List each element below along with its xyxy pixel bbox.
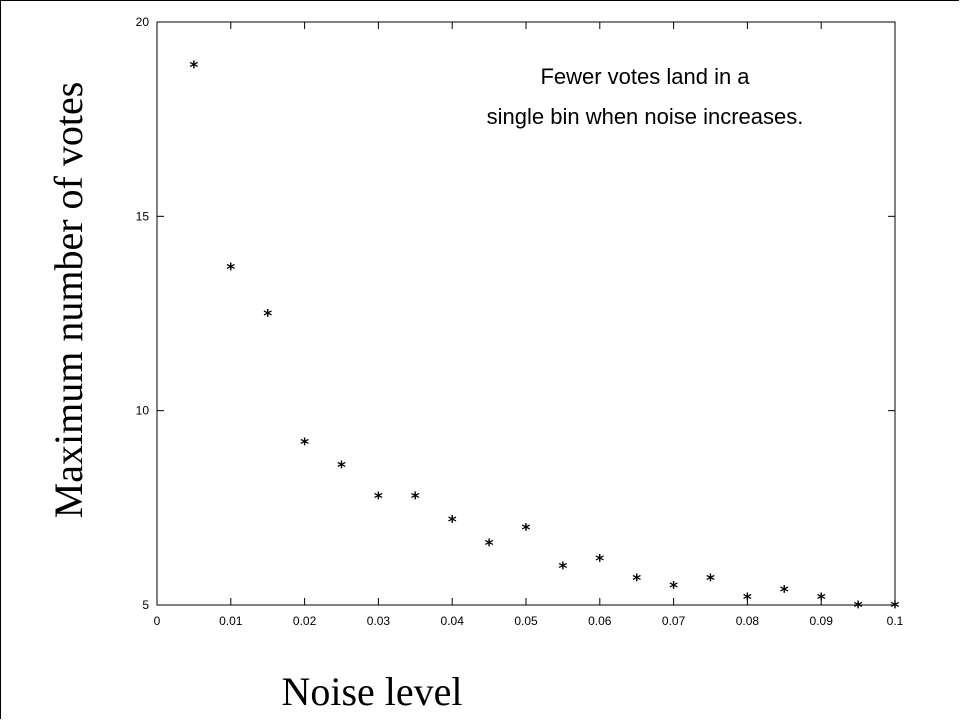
data-point: * xyxy=(595,551,605,571)
data-point: * xyxy=(558,559,568,579)
x-tick-label: 0.01 xyxy=(219,614,243,628)
data-point: * xyxy=(668,579,678,599)
x-tick-label: 0.1 xyxy=(887,614,904,628)
data-points: * * * * * * * * * * * * * * * * * * * * xyxy=(189,58,900,618)
data-point: * xyxy=(226,260,236,280)
x-tick-label: 0.05 xyxy=(514,614,538,628)
y-tick-labels: 5 10 15 20 xyxy=(136,15,150,612)
annotation-line-2: single bin when noise increases. xyxy=(487,104,804,129)
x-tick-label: 0.02 xyxy=(293,614,317,628)
data-point: * xyxy=(779,582,789,602)
y-tick-label: 20 xyxy=(136,15,150,29)
data-point: * xyxy=(484,536,494,556)
data-point: * xyxy=(336,458,346,478)
x-tick-label: 0.08 xyxy=(736,614,760,628)
x-tick-label: 0.09 xyxy=(810,614,834,628)
x-tick-label: 0.03 xyxy=(367,614,391,628)
data-point: * xyxy=(189,58,199,78)
x-tick-label: 0.04 xyxy=(441,614,465,628)
data-point: * xyxy=(373,489,383,509)
y-axis-label: Maximum number of votes xyxy=(46,82,91,519)
x-tick-label: 0 xyxy=(154,614,161,628)
x-axis-label: Noise level xyxy=(281,669,462,714)
data-point: * xyxy=(263,307,273,327)
annotation-line-1: Fewer votes land in a xyxy=(540,64,750,89)
data-point: * xyxy=(632,571,642,591)
data-point: * xyxy=(853,598,863,618)
data-point: * xyxy=(410,489,420,509)
x-tick-labels: 0 0.01 0.02 0.03 0.04 0.05 0.06 0.07 0.08 0.09 0.1 xyxy=(154,614,904,628)
x-tick-label: 0.06 xyxy=(588,614,612,628)
axis-ticks xyxy=(156,21,896,606)
data-point: * xyxy=(742,590,752,610)
y-tick-label: 5 xyxy=(142,598,149,612)
data-point: * xyxy=(299,435,309,455)
y-tick-label: 10 xyxy=(136,404,150,418)
data-point: * xyxy=(705,571,715,591)
data-point: * xyxy=(890,598,900,618)
data-point: * xyxy=(816,590,826,610)
x-tick-label: 0.07 xyxy=(662,614,686,628)
data-point: * xyxy=(521,520,531,540)
data-point: * xyxy=(447,512,457,532)
y-tick-label: 15 xyxy=(136,209,150,223)
